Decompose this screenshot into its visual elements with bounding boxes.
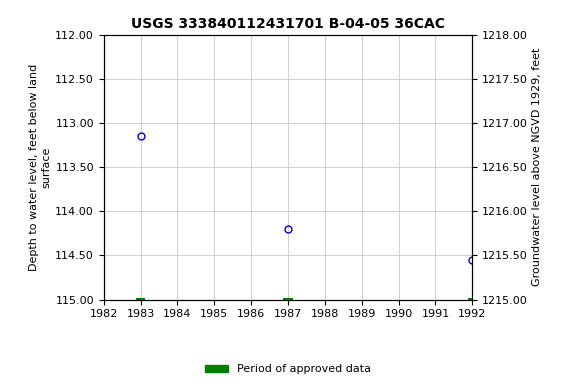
Legend: Period of approved data: Period of approved data <box>201 360 375 379</box>
Y-axis label: Depth to water level, feet below land
surface: Depth to water level, feet below land su… <box>29 63 51 271</box>
Title: USGS 333840112431701 B-04-05 36CAC: USGS 333840112431701 B-04-05 36CAC <box>131 17 445 31</box>
Y-axis label: Groundwater level above NGVD 1929, feet: Groundwater level above NGVD 1929, feet <box>532 48 542 286</box>
Bar <box>283 298 293 301</box>
Bar <box>136 298 145 301</box>
Bar <box>468 298 477 301</box>
